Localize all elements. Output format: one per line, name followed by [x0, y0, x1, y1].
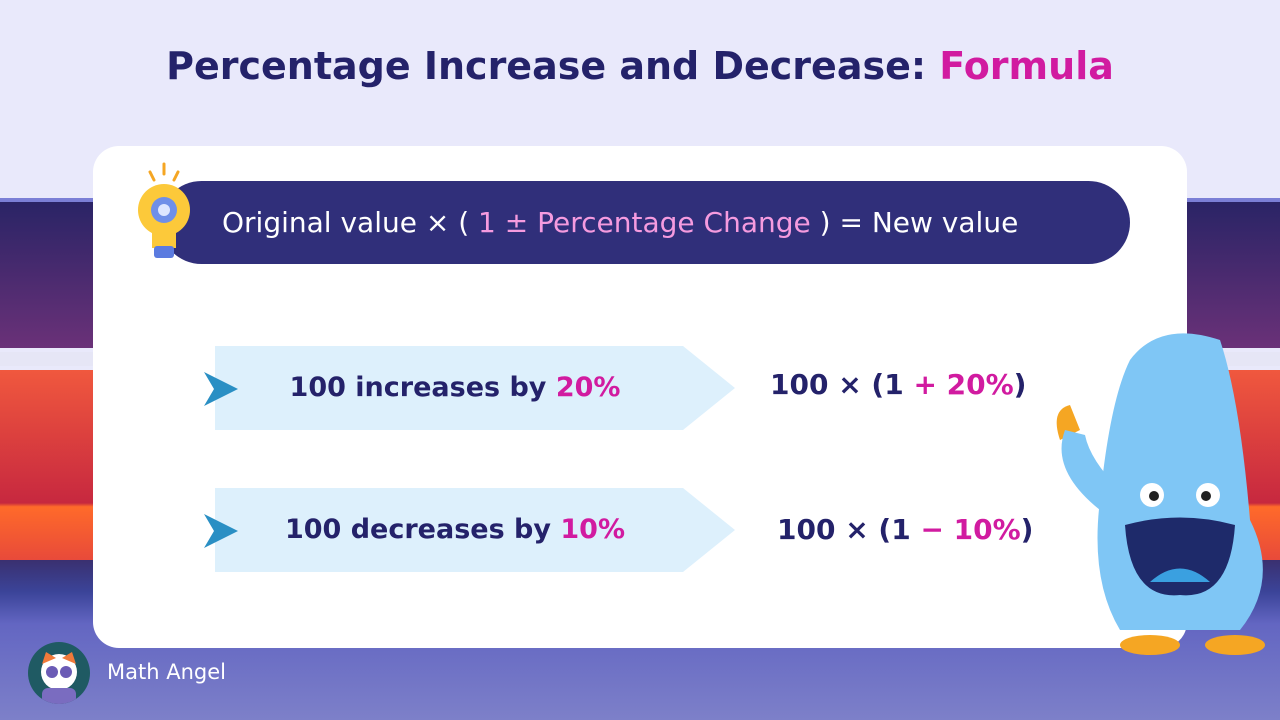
lightbulb-icon [138, 162, 190, 258]
monster-mascot [1056, 333, 1265, 655]
example-increase: 100 increases by 20% [215, 346, 735, 430]
arrow-icon [204, 514, 238, 548]
example-decrease-expression: 100 × (1 − 10%) [777, 513, 1034, 546]
example-increase-expression: 100 × (1 + 20%) [770, 368, 1027, 401]
example-decrease: 100 decreases by 10% [215, 488, 735, 572]
page-title: Percentage Increase and Decrease: Formul… [166, 44, 1114, 88]
formula-banner: Original value × ( 1 ± Percentage Change… [160, 181, 1130, 264]
brand-avatar [28, 642, 90, 704]
arrow-icon [204, 372, 238, 406]
brand-name: Math Angel [107, 660, 226, 684]
